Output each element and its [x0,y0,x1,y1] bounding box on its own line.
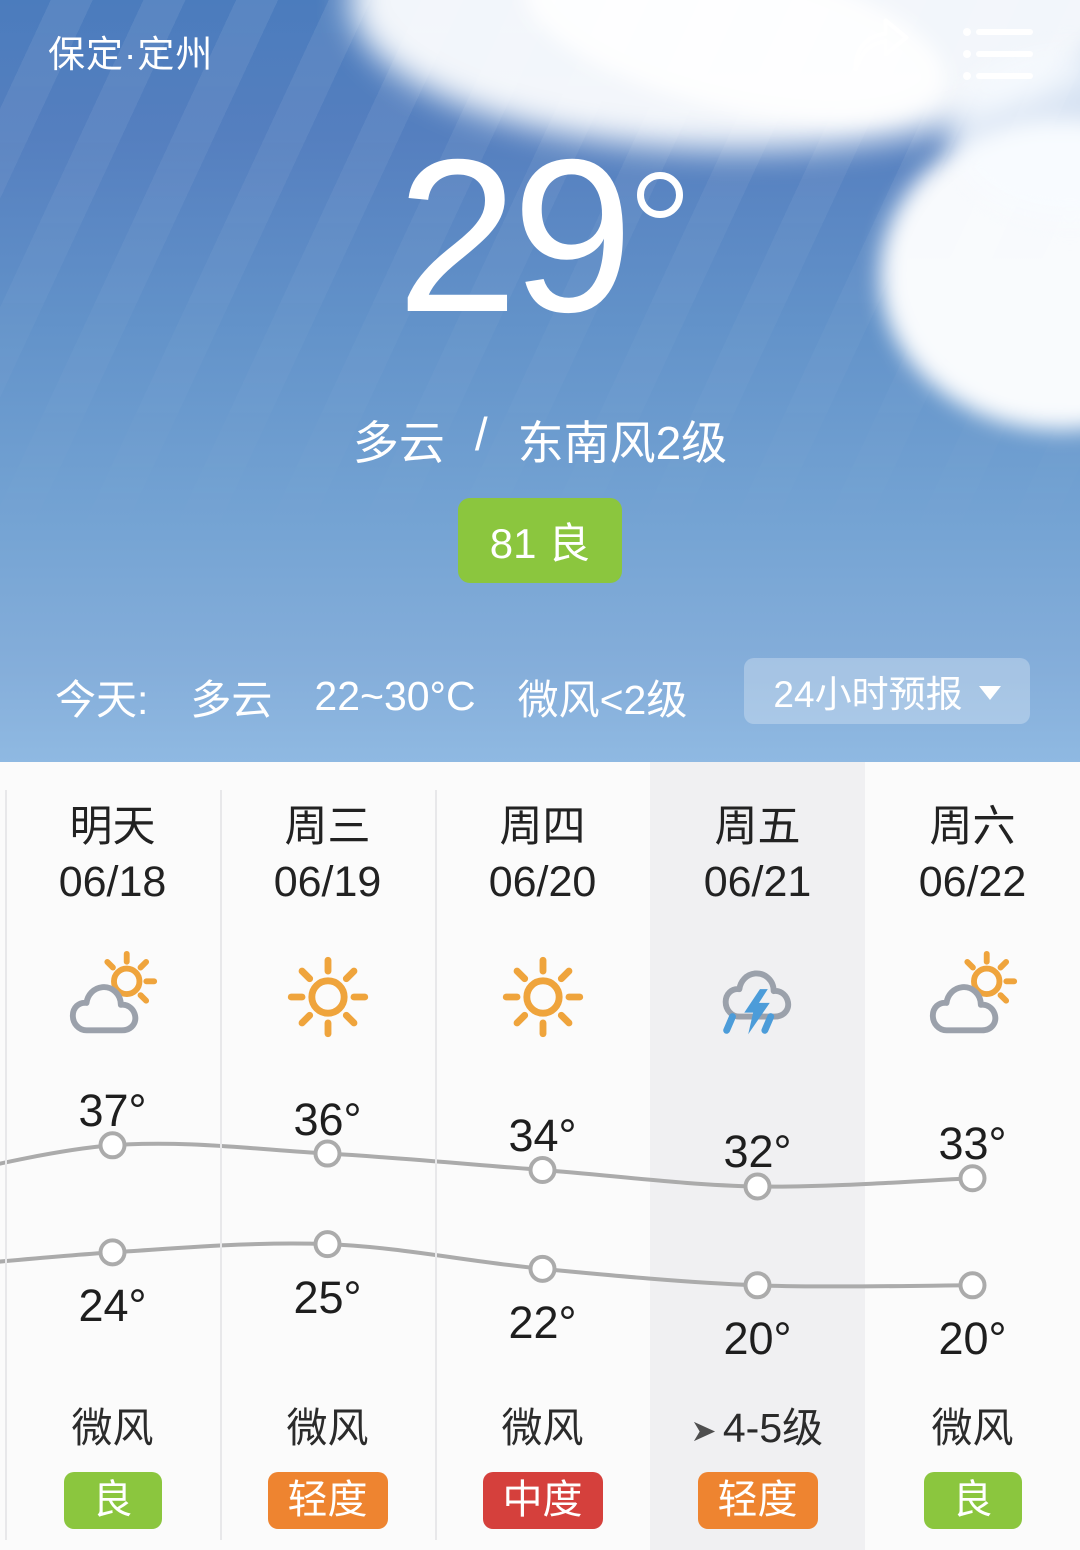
date-label: 06/22 [918,858,1027,906]
day-label: 周六 [929,803,1016,851]
high-temp-label: 33° [938,1118,1007,1170]
high-temp-label: 36° [293,1093,362,1145]
wind-label: 4-5级 [650,1394,865,1454]
day-label: 周五 [714,803,801,851]
aqi-badge-wrap: 轻度 [220,1472,435,1529]
aqi-badge-wrap: 中度 [435,1472,650,1529]
today-temp-range: 22~30°C [314,672,476,719]
today-summary: 今天: 多云 22~30°C 微风<2级 [55,666,729,726]
data-point [528,1156,557,1185]
aqi-badge-wrap: 轻度 [650,1472,865,1529]
wind-label: 微风 [286,1405,369,1451]
aqi-level-badge: 良 [923,1472,1022,1529]
five-day-forecast: 明天 06/18 37° 24° 微风良 周三 06/19 36° 25° 微风轻度 周四 06/… [0,762,1080,1550]
aqi-badge-wrap: 良 [865,1472,1080,1529]
date-label: 06/18 [58,858,167,906]
condition-row: 多云 / 东南风2级 [0,407,1080,473]
data-point [98,1238,127,1267]
today-wind: 微风<2级 [517,677,688,723]
list-menu-icon [962,28,1034,88]
forecast-column-4[interactable]: 周六 06/22 33° 20° 微风良 [865,762,1080,1550]
today-condition: 多云 [190,677,273,723]
column-divider [435,790,437,1540]
location-label: 保定·定州 [48,34,214,75]
aqi-level-badge: 中度 [482,1472,603,1529]
today-label: 今天: [55,677,149,723]
column-divider [5,790,7,1540]
chevron-down-icon [978,686,1001,700]
low-temp-label: 20° [938,1313,1007,1365]
forecast-column-3[interactable]: 周五 06/21 32° 20° 4-5级轻度 [650,762,865,1550]
aqi-level-badge: 轻度 [267,1472,388,1529]
share-button[interactable] [844,14,912,78]
sunny-icon [494,948,592,1046]
sunny-icon [279,948,377,1046]
aqi-level-badge: 轻度 [697,1472,818,1529]
hourly-forecast-label: 24小时预报 [773,674,963,715]
data-point [958,1164,987,1193]
data-point [528,1254,557,1283]
low-temp-label: 24° [78,1280,147,1332]
partly-cloudy-icon [64,948,162,1046]
data-point [958,1271,987,1300]
degree-symbol [637,172,684,218]
wind-direction-icon [693,1421,715,1442]
date-label: 06/21 [703,858,812,906]
aqi-level-badge: 良 [63,1472,162,1529]
condition-label: 多云 [352,417,445,469]
high-temp-label: 37° [78,1085,147,1137]
low-temp-label: 20° [723,1313,792,1365]
low-temp-label: 25° [293,1272,362,1324]
date-label: 06/19 [273,858,382,906]
high-temp-label: 34° [508,1110,577,1161]
data-point [743,1172,772,1201]
low-temp-label: 22° [508,1296,577,1348]
data-point [313,1230,342,1259]
day-label: 明天 [69,803,156,851]
forecast-column-0[interactable]: 明天 06/18 37° 24° 微风良 [5,762,220,1550]
hourly-forecast-button[interactable]: 24小时预报 [744,658,1030,724]
data-point [743,1271,772,1300]
date-label: 06/20 [488,858,597,906]
wind-label: 微风 [501,1405,584,1451]
data-point [313,1139,342,1168]
day-label: 周三 [284,803,371,851]
share-icon [844,18,912,82]
menu-button[interactable] [962,24,1034,84]
wind-label: 微风 [71,1405,154,1451]
day-label: 周四 [499,803,586,851]
data-point [98,1131,127,1160]
current-temperature: 29 [0,128,1080,346]
wind-label: 微风 [931,1405,1014,1451]
highlighted-column-background [650,762,865,1550]
partly-cloudy-icon [924,948,1022,1046]
current-temperature-value: 29 [396,115,633,358]
aqi-badge-wrap: 良 [5,1472,220,1529]
wind-label: 东南风2级 [517,417,728,469]
current-weather-panel: 保定·定州 29 [0,0,1080,762]
column-divider [220,790,222,1540]
forecast-column-2[interactable]: 周四 06/20 34° 22° 微风中度 [435,762,650,1550]
condition-separator: / [474,408,488,460]
forecast-column-1[interactable]: 周三 06/19 36° 25° 微风轻度 [220,762,435,1550]
air-quality-badge[interactable]: 81 良 [457,498,623,583]
high-temp-label: 32° [723,1126,792,1178]
temperature-trend-chart [0,1131,987,1300]
thunderstorm-icon [709,948,807,1046]
